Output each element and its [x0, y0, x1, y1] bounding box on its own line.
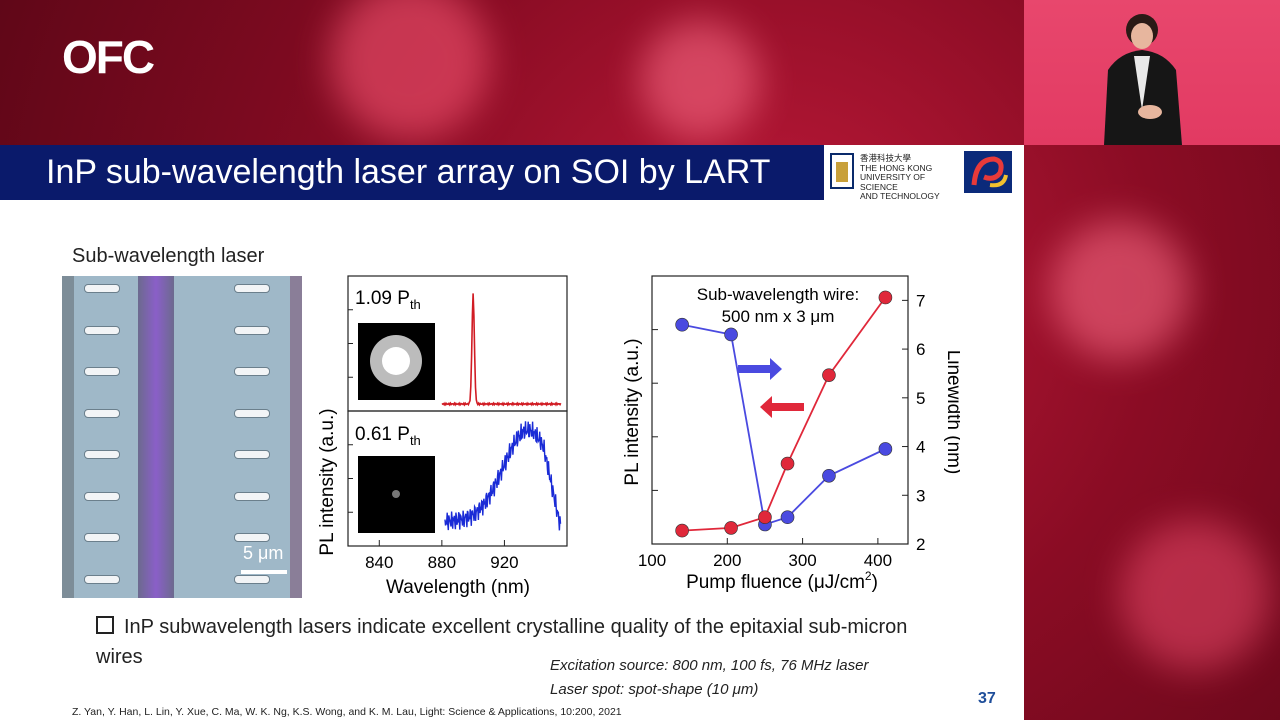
- fluence-right-axis-label: Linewidth (nm): [943, 350, 960, 475]
- hkust-chinese-name: 香港科技大學: [860, 153, 912, 163]
- fluence-plot-frame: [651, 275, 909, 545]
- sub-wavelength-wire: [84, 491, 120, 501]
- waveguide-strip: [290, 276, 302, 598]
- spec-series-line-lasing: [441, 293, 562, 407]
- arrow-right-icon: [738, 358, 782, 380]
- sub-wavelength-wire: [234, 450, 270, 459]
- spec-y-axis-label: PL intensity (a.u.): [317, 408, 338, 555]
- fluence-data-point: [878, 442, 893, 456]
- fluence-right-tick-label: 7: [916, 291, 925, 310]
- fluence-right-tick-label: 6: [916, 340, 925, 359]
- sub-wavelength-wire: [234, 491, 270, 501]
- title-bar: InP sub-wavelength laser array on SOI by…: [0, 145, 824, 200]
- fluence-left-axis-label: PL intensity (a.u.): [622, 338, 643, 485]
- bullet-text: InP subwavelength lasers indicate excell…: [96, 616, 908, 668]
- fluence-title-line2: 500 nm x 3 μm: [722, 307, 835, 326]
- sub-wavelength-wire: [84, 574, 120, 584]
- fluence-data-point: [724, 327, 738, 342]
- bokeh-light: [330, 0, 490, 140]
- sub-wavelength-wire: [84, 408, 120, 418]
- research-center-logo: [964, 151, 1012, 193]
- fluence-data-point: [780, 456, 795, 471]
- fluence-data-point: [822, 368, 836, 382]
- fluence-x-tick-label: 100: [638, 551, 666, 570]
- fluence-x-axis-label: Pump fluence (μJ/cm2): [686, 569, 878, 593]
- checkbox-icon: [96, 616, 114, 634]
- spec-x-ticks: 840 880 920: [348, 309, 519, 572]
- sub-wavelength-wire: [84, 533, 120, 542]
- fluence-right-tick-label: 2: [916, 535, 925, 554]
- hkust-name-line1: THE HONG KONG: [860, 162, 933, 173]
- presenter-video: [1024, 0, 1280, 145]
- fluence-title-line1: Sub-wavelength wire:: [697, 285, 860, 304]
- excitation-source: Excitation source: 800 nm, 100 fs, 76 MH…: [550, 657, 869, 674]
- fluence-data-point: [822, 468, 836, 483]
- fluence-series-line: [681, 323, 886, 526]
- sub-wavelength-wire: [234, 408, 270, 418]
- hkust-name-line2: UNIVERSITY OF SCIENCE: [860, 172, 926, 192]
- hkust-logo: 香港科技大學 THE HONG KONG UNIVERSITY OF SCIEN…: [828, 150, 958, 201]
- fluence-data-point: [878, 290, 893, 305]
- spec-x-tick-label: 840: [365, 553, 393, 572]
- spontaneous-spot: [392, 490, 400, 498]
- sub-wavelength-wire: [234, 367, 270, 376]
- bokeh-light: [1120, 520, 1270, 670]
- bullet-point: InP subwavelength lasers indicate excell…: [96, 612, 956, 672]
- hkust-emblem-icon: [830, 153, 854, 189]
- section-label: Sub-wavelength laser: [72, 245, 265, 267]
- spec-top-panel-label: 1.09 Pth: [355, 288, 421, 312]
- fluence-x-tick-label: 200: [713, 551, 741, 570]
- fluence-series-line: [682, 296, 887, 532]
- pl-spectra-chart: PL intensity (a.u.) 1.09 Pth 0.61 Pth 84…: [317, 275, 568, 598]
- sub-wavelength-wire: [234, 284, 270, 293]
- fluence-right-tick-label: 4: [916, 438, 925, 457]
- fluence-right-tick-label: 3: [916, 486, 925, 505]
- lasing-spot-core: [382, 347, 410, 375]
- slide-title: InP sub-wavelength laser array on SOI by…: [46, 153, 771, 191]
- sub-wavelength-wire: [84, 367, 120, 376]
- bokeh-light: [640, 20, 760, 140]
- sub-wavelength-wire: [84, 325, 120, 335]
- sub-wavelength-wire: [84, 450, 120, 459]
- spec-x-tick-label: 920: [490, 553, 518, 572]
- hkust-name-line3: AND TECHNOLOGY: [860, 191, 940, 201]
- sub-wavelength-wire: [84, 284, 120, 293]
- fluence-data-point: [675, 523, 689, 538]
- bokeh-light: [1050, 220, 1190, 360]
- spec-series-line-spontaneous: [444, 421, 562, 531]
- fluence-data-point: [724, 521, 738, 535]
- sub-wavelength-wire: [234, 574, 270, 584]
- spec-x-tick-label: 880: [428, 553, 456, 572]
- laser-spot: Laser spot: spot-shape (10 μm): [550, 681, 759, 698]
- rc-logo-icon: [971, 156, 1008, 188]
- excitation-info: Excitation source: 800 nm, 100 fs, 76 MH…: [550, 654, 868, 702]
- scale-bar: [241, 570, 287, 574]
- arrow-left-icon: [760, 396, 804, 418]
- scale-bar-label: 5 μm: [243, 543, 284, 563]
- fluence-right-tick-label: 5: [916, 389, 925, 408]
- microscope-image: [62, 276, 302, 598]
- presenter-figure: [1104, 14, 1182, 145]
- fluence-x-tick-label: 300: [788, 551, 816, 570]
- page-number: 37: [978, 690, 996, 707]
- sub-wavelength-wire: [234, 325, 270, 335]
- ofc-logo: OFC: [62, 31, 155, 83]
- spec-bottom-panel-label: 0.61 Pth: [355, 424, 421, 448]
- waveguide-strip: [138, 276, 174, 598]
- spec-x-axis-label: Wavelength (nm): [386, 577, 530, 598]
- citation: Z. Yan, Y. Han, L. Lin, Y. Xue, C. Ma, W…: [72, 706, 622, 718]
- fluence-axis-ticks: 100 200 300 400 2 3 4 5 6 7: [638, 291, 926, 570]
- fluence-data-point: [780, 510, 795, 524]
- fluence-data-point: [758, 510, 772, 524]
- pump-fluence-chart: PL intensity (a.u.) Linewidth (nm) Sub-w…: [622, 275, 960, 593]
- sub-wavelength-wire: [234, 533, 270, 542]
- fluence-series: [675, 290, 893, 538]
- waveguide-strip: [62, 276, 74, 598]
- fluence-x-tick-label: 400: [864, 551, 892, 570]
- fluence-data-point: [675, 317, 689, 332]
